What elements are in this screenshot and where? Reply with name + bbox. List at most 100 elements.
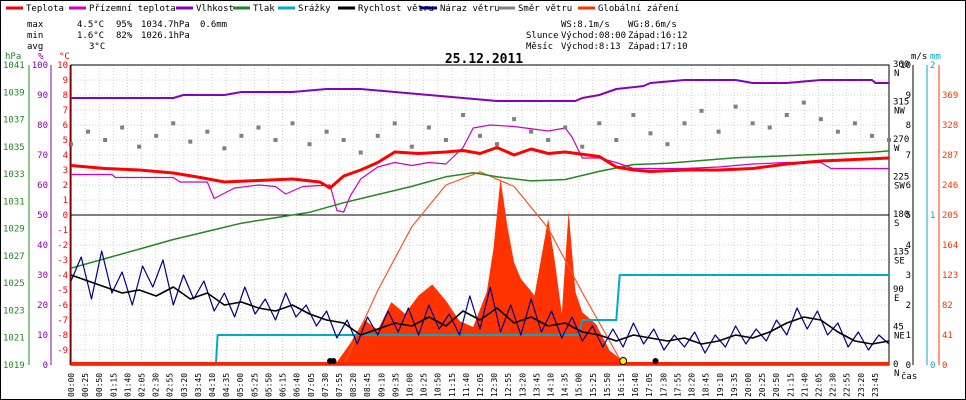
wind-direction-point — [512, 117, 517, 122]
axis-tick-wind: 6 — [906, 181, 911, 191]
axis-tick-hpa: 1025 — [3, 279, 25, 289]
axis-tick-wind: 1 — [906, 331, 911, 341]
axis-unit-temp: °C — [59, 52, 70, 62]
wind-direction-point — [222, 146, 227, 151]
wind-direction-point — [546, 138, 551, 142]
axis-tick-temp: -9 — [57, 346, 68, 356]
axis-tick-time: 23:45 — [871, 373, 880, 397]
axis-tick-time: 08:20 — [349, 373, 358, 397]
axis-tick-temp: 9 — [63, 76, 68, 86]
axis-tick-time: 04:35 — [222, 373, 231, 397]
axis-tick-hum: 90 — [37, 91, 48, 101]
axis-tick-sol: 82 — [942, 301, 953, 311]
axis-tick-time: 15:00 — [575, 373, 584, 397]
wind-direction-point — [478, 133, 482, 138]
axis-tick-dir: 45 — [893, 323, 904, 333]
wind-direction-point — [460, 113, 465, 117]
wind-direction-point — [358, 150, 363, 155]
wind-direction-point — [307, 142, 312, 147]
axis-tick-sol: 123 — [942, 271, 958, 281]
stat-max-hum: 95% — [116, 20, 133, 30]
legend-label: Globální záření — [598, 4, 679, 14]
sunset-marker — [619, 357, 628, 365]
axis-tick-temp: 2 — [63, 181, 68, 191]
wind-direction-point — [835, 129, 840, 134]
axis-tick-hpa: 1039 — [3, 88, 25, 98]
axis-tick-hpa: 1035 — [3, 143, 25, 153]
wind-direction-point — [716, 129, 721, 134]
humidity-line — [71, 79, 889, 102]
wind-direction-point — [818, 117, 823, 122]
axis-tick-dir: 270 — [893, 135, 909, 145]
wind-direction-point — [171, 121, 176, 126]
axis-tick-time: 17:30 — [659, 373, 668, 397]
axis-tick-temp: 4 — [63, 151, 68, 161]
legend-label: Směr větru — [518, 4, 572, 14]
axis-tick-time: 10:25 — [420, 373, 429, 397]
axis-tick-hpa: 1041 — [3, 61, 25, 71]
wind-direction-point — [682, 121, 687, 126]
axis-tick-dir: 225 — [893, 173, 909, 183]
axis-label-dir: SE — [894, 257, 905, 267]
wind-direction-point — [86, 129, 91, 134]
axis-tick-time: 14:35 — [561, 373, 570, 397]
wind-direction-point — [733, 104, 738, 109]
axis-tick-time: 01:15 — [109, 373, 118, 397]
axis-tick-time: 15:25 — [589, 373, 598, 397]
axis-tick-temp: 3 — [63, 166, 68, 176]
axis-tick-time: 00:50 — [95, 373, 104, 397]
wind-direction-point — [154, 133, 159, 138]
axis-tick-wind: 7 — [906, 151, 911, 161]
solar-clear-sky-line — [343, 171, 624, 366]
axis-tick-time: 17:55 — [673, 373, 682, 397]
axis-tick-time: 01:40 — [123, 373, 132, 397]
axis-tick-temp: -2 — [57, 241, 68, 251]
axis-tick-sol: 328 — [942, 121, 958, 131]
axis-tick-hum: 10 — [37, 331, 48, 341]
axis-tick-time: 03:45 — [194, 373, 203, 397]
legend-label: Srážky — [298, 4, 331, 14]
axis-tick-dir: 135 — [893, 248, 909, 258]
axis-label-dir: E — [894, 294, 899, 304]
axis-unit-rain: mm — [930, 52, 941, 62]
axis-tick-dir: 315 — [893, 98, 909, 108]
axis-tick-rain: 0 — [930, 361, 935, 371]
axis-tick-time: 07:30 — [321, 373, 330, 397]
axis-tick-time: 16:40 — [631, 373, 640, 397]
stat-max-label: max — [27, 20, 44, 30]
axis-tick-time: 22:05 — [814, 373, 823, 397]
axis-tick-hum: 0 — [43, 361, 48, 371]
axis-tick-sol: 369 — [942, 91, 958, 101]
wind-direction-point — [580, 144, 585, 149]
axis-tick-dir: 360 — [893, 60, 909, 70]
axis-tick-wind: 2 — [906, 301, 911, 311]
moonset-marker — [652, 358, 659, 364]
axis-unit-wind: m/s — [911, 52, 927, 62]
wind-direction-point — [137, 144, 142, 149]
axis-tick-time: 11:40 — [462, 373, 471, 397]
axis-tick-sol: 0 — [942, 361, 947, 371]
axis-tick-hum: 80 — [37, 121, 48, 131]
axis-tick-time: 16:15 — [617, 373, 626, 397]
chart-title: 25.12.2011 — [445, 52, 523, 67]
wind-direction-point — [767, 125, 772, 130]
axis-tick-time: 06:15 — [279, 373, 288, 397]
axis-tick-time: 02:30 — [152, 373, 161, 397]
axis-tick-sol: 41 — [942, 331, 953, 341]
axis-tick-hpa: 1037 — [3, 116, 25, 126]
axis-label-dir: W — [894, 144, 900, 154]
wind-direction-point — [529, 129, 534, 134]
wind-direction-point — [239, 133, 244, 138]
wind-direction-point — [103, 138, 108, 142]
info-sun-label: Slunce — [526, 31, 559, 41]
axis-tick-time: 06:40 — [293, 373, 302, 397]
axis-tick-hpa: 1021 — [3, 334, 25, 344]
wind-direction-point — [375, 133, 380, 138]
axis-tick-time: 10:50 — [434, 373, 443, 397]
wind-direction-point — [563, 125, 568, 130]
wind-speed-line — [70, 274, 890, 345]
axis-tick-time: 05:25 — [250, 373, 259, 397]
axis-tick-wind: 3 — [906, 271, 911, 281]
wind-direction-point — [631, 113, 636, 117]
axis-tick-sol: 164 — [942, 241, 958, 251]
